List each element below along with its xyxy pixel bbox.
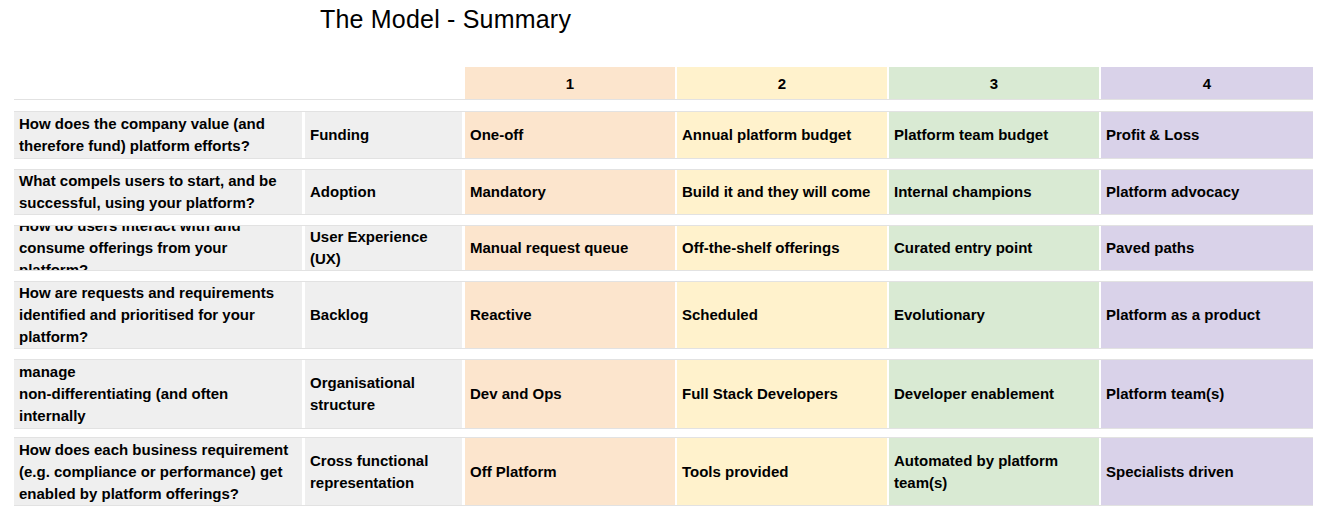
level-2-cell: Scheduled: [677, 282, 887, 348]
level-3-cell: Developer enablement: [889, 360, 1099, 428]
category-cell: Funding: [305, 112, 462, 158]
level-3-cell: Platform team budget: [889, 112, 1099, 158]
category-cell: Cross functional representation: [305, 438, 462, 505]
level-4-cell: Platform as a product: [1101, 282, 1313, 348]
column-header-1: 1: [465, 67, 675, 99]
level-4-cell: Platform advocacy: [1101, 170, 1313, 214]
level-2-cell: Off-the-shelf offerings: [677, 226, 887, 270]
level-3-cell: Automated by platform team(s): [889, 438, 1099, 505]
row-spacer: [14, 158, 1313, 170]
level-4-cell: Profit & Loss: [1101, 112, 1313, 158]
level-1-cell: Manual request queue: [465, 226, 675, 270]
row-spacer: [14, 270, 1313, 282]
category-cell: User Experience (UX): [305, 226, 462, 270]
level-3-cell: Internal champions: [889, 170, 1099, 214]
question-cell: What compels users to start, and be succ…: [14, 170, 302, 214]
level-3-cell: Evolutionary: [889, 282, 1099, 348]
category-cell: Organisational structure: [305, 360, 462, 428]
level-2-cell: Full Stack Developers: [677, 360, 887, 428]
row-spacer: [14, 214, 1313, 226]
level-2-cell: Annual platform budget: [677, 112, 887, 158]
maturity-table: 1 2 3 4 How does the company value (and …: [14, 67, 1313, 506]
page: The Model - Summary 1 2 3 4 How does the…: [0, 0, 1331, 520]
level-1-cell: Mandatory: [465, 170, 675, 214]
row-spacer: [14, 428, 1313, 438]
level-2-cell: Tools provided: [677, 438, 887, 505]
page-title: The Model - Summary: [320, 5, 571, 34]
category-cell: Adoption: [305, 170, 462, 214]
question-cell: How does each business requirement (e.g.…: [14, 438, 302, 505]
level-4-cell: Paved paths: [1101, 226, 1313, 270]
level-2-cell: Build it and they will come: [677, 170, 887, 214]
level-1-cell: Dev and Ops: [465, 360, 675, 428]
level-3-cell: Curated entry point: [889, 226, 1099, 270]
level-1-cell: One-off: [465, 112, 675, 158]
question-cell: How does the company value (and therefor…: [14, 112, 302, 158]
category-cell: Backlog: [305, 282, 462, 348]
column-header-2: 2: [677, 67, 887, 99]
row-spacer: [14, 99, 1313, 112]
question-cell: How do users interact with and consume o…: [14, 226, 302, 270]
question-cell: How are requests and requirements identi…: [14, 282, 302, 348]
level-1-cell: Reactive: [465, 282, 675, 348]
column-header-4: 4: [1101, 67, 1313, 99]
level-1-cell: Off Platform: [465, 438, 675, 505]
level-4-cell: Platform team(s): [1101, 360, 1313, 428]
question-cell: How does product engineering manage non-…: [14, 360, 302, 428]
row-spacer: [14, 348, 1313, 360]
level-4-cell: Specialists driven: [1101, 438, 1313, 505]
column-header-3: 3: [889, 67, 1099, 99]
